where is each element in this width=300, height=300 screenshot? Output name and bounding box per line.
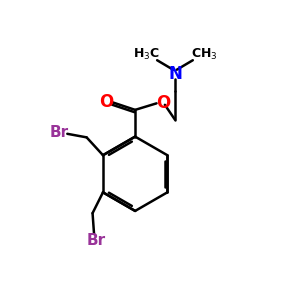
Text: Br: Br (86, 233, 105, 248)
Text: O: O (99, 93, 113, 111)
Text: O: O (156, 94, 170, 112)
Text: Br: Br (50, 124, 68, 140)
Text: N: N (168, 64, 182, 82)
Text: CH$_3$: CH$_3$ (191, 47, 218, 62)
Text: H$_3$C: H$_3$C (133, 47, 160, 62)
